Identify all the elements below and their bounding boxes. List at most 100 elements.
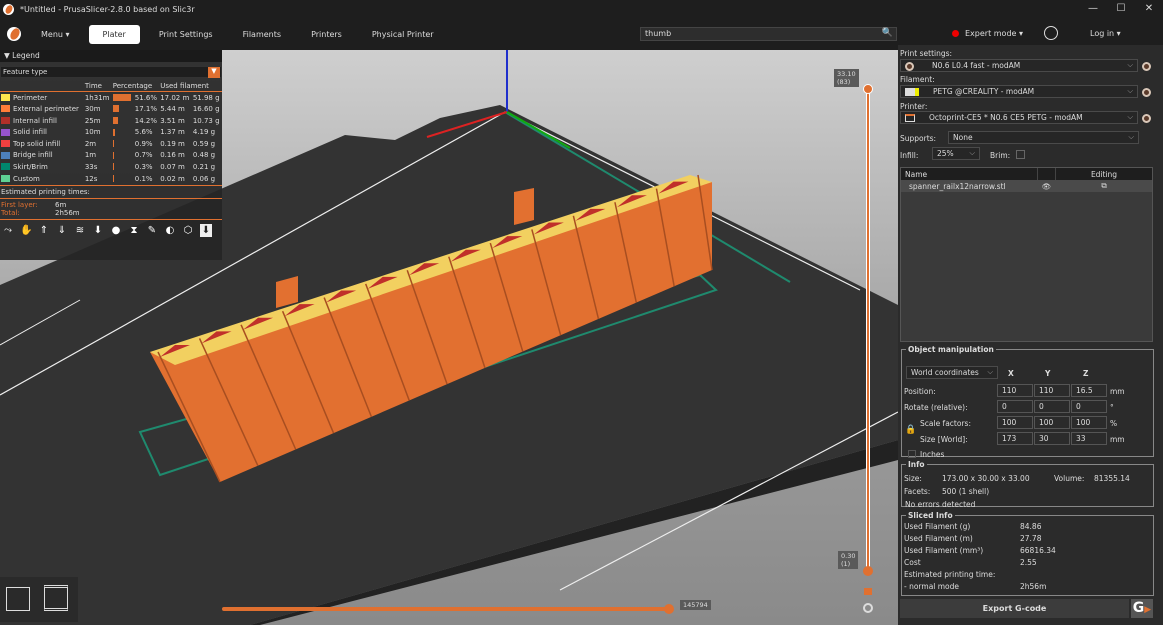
manip-input-z[interactable]: 33 [1071,432,1107,445]
pause-icon[interactable]: ⧗ [130,225,138,237]
printer-gear-icon[interactable] [1142,114,1151,123]
coordinates-select[interactable]: World coordinates ⌵ [906,366,998,379]
minimize-button[interactable]: — [1088,3,1098,14]
tab-print-settings[interactable]: Print Settings [158,29,213,39]
top-layer-thumb[interactable] [863,84,873,94]
tooth-edge [157,351,221,483]
search-icon[interactable]: 🔍 [881,28,893,38]
percentage-bar [112,140,114,148]
view-3d-icon[interactable] [6,587,30,611]
export-gcode-button[interactable]: Export G-code [900,599,1129,618]
maximize-button[interactable]: ☐ [1116,3,1126,14]
filament-select[interactable]: PETG @CREALITY - modAM ⌵ [900,85,1138,98]
legend-row[interactable]: Solid infill 10m 5.6% 1.37 m 4.19 g [0,126,222,138]
legend-row[interactable]: Top solid infill 2m 0.9% 0.19 m 0.59 g [0,138,222,150]
bottom-layer-thumb[interactable] [863,566,873,576]
tool-marker-icon[interactable]: ⬇ [200,224,212,238]
infill-select[interactable]: 25% ⌵ [932,147,980,160]
close-button[interactable]: ✕ [1144,3,1154,14]
tab-printers[interactable]: Printers [311,29,342,39]
search-input[interactable]: thumb 🔍 [640,27,897,41]
feature-time: 2m [84,139,97,148]
center-of-gravity-icon[interactable]: ◐ [165,225,175,237]
edit-settings-icon[interactable]: ⧉ [1101,181,1107,190]
manip-input-x[interactable]: 173 [997,432,1033,445]
object-teeth [157,174,713,483]
mode-selector[interactable]: Expert mode ▾ [952,29,1023,38]
manip-input-x[interactable]: 110 [997,384,1033,397]
scale-lock-icon[interactable]: 🔒 [905,425,917,435]
send-gcode-icon[interactable]: G▶ [1131,599,1153,618]
feature-name: Custom [13,174,40,183]
dropdown-arrow-icon: ▼ [208,67,220,78]
manip-input-y[interactable]: 110 [1034,384,1070,397]
legend-header[interactable]: ▼ Legend [0,50,222,62]
printer-select[interactable]: Octoprint-CE5 * N0.6 CE5 PETG - modAM ⌵ [900,111,1138,124]
legend-row[interactable]: Internal infill 25m 14.2% 3.51 m 10.73 g [0,115,222,127]
infill-triangle [575,208,606,221]
infill-triangle [367,276,398,289]
lock-icon[interactable] [864,588,872,595]
filament-gear-icon[interactable] [1142,88,1151,97]
login-button[interactable]: Log in ▾ [1090,29,1121,38]
settings-cog-icon[interactable] [863,603,873,613]
view-type-select[interactable]: Feature type ▼ [0,66,222,78]
seams-icon[interactable]: ≋ [75,225,85,237]
tab-physical-printer[interactable]: Physical Printer [371,29,434,39]
feature-length: 0.07 m [160,162,185,171]
first-layer-time: 6m [55,201,67,210]
menu-button[interactable]: Menu ▾ [41,29,70,39]
printer-icon [905,114,915,122]
view-preview-icon[interactable] [44,585,68,611]
retractions-icon[interactable]: ⇑ [39,225,49,237]
print-settings-gear-icon[interactable] [1142,62,1151,71]
bed-edge [250,440,898,625]
feature-toolbar: ⤳ ✋ ⇑ ⇓ ≋ ⬇ ● ⧗ ✎ ◐ ⬡ ⬇ [0,219,222,241]
manip-input-x[interactable]: 0 [997,400,1033,413]
legend-row[interactable]: External perimeter 30m 17.1% 5.44 m 16.6… [0,103,222,115]
tab-plater[interactable]: Plater [88,24,140,44]
manip-input-y[interactable]: 0 [1034,400,1070,413]
deretractions-icon[interactable]: ⇓ [57,225,67,237]
tab-filaments[interactable]: Filaments [242,29,282,39]
legend-row[interactable]: Skirt/Brim 33s 0.3% 0.07 m 0.21 g [0,161,222,173]
manip-input-z[interactable]: 100 [1071,416,1107,429]
manip-unit: mm [1110,435,1125,444]
color-changes-icon[interactable]: ● [111,225,121,237]
visibility-eye-icon[interactable]: 👁 [1041,181,1052,191]
manip-input-y[interactable]: 30 [1034,432,1070,445]
legend-row[interactable]: Perimeter 1h31m 51.6% 17.02 m 51.98 g [0,92,222,104]
brim-checkbox[interactable] [1016,150,1025,159]
horizontal-slider-thumb[interactable] [664,604,674,614]
supports-select[interactable]: None ⌵ [948,131,1139,144]
manip-input-z[interactable]: 0 [1071,400,1107,413]
tooth-edge [323,297,373,418]
horizontal-slider[interactable] [222,607,670,611]
print-settings-select[interactable]: N0.6 L0.4 fast - modAM ⌵ [900,59,1138,72]
legend-row[interactable]: Custom 12s 0.1% 0.02 m 0.06 g [0,173,222,185]
inches-checkbox[interactable] [908,450,916,458]
infill-label: Infill: [900,151,919,160]
wipe-icon[interactable]: ✋ [20,225,33,237]
custom-gcode-icon[interactable]: ✎ [147,225,157,237]
feature-weight: 51.98 g [192,93,220,102]
color-swatch [1,151,10,159]
infill-triangle [409,263,440,276]
manip-input-x[interactable]: 100 [997,416,1033,429]
object-row[interactable]: spanner_railx12narrow.stl 👁 ⧉ [901,180,1152,192]
manip-input-y[interactable]: 100 [1034,416,1070,429]
tooth-edge [406,270,448,385]
vertical-layer-slider[interactable] [866,89,870,571]
user-icon[interactable] [1044,26,1058,40]
sliced-row-value: 66816.34 [1020,546,1056,555]
manip-input-z[interactable]: 16.5 [1071,384,1107,397]
travel-icon[interactable]: ⤳ [4,225,12,237]
volume-label: Volume: [1054,474,1085,483]
axis-z-label: Z [1083,369,1089,378]
tool-changes-icon[interactable]: ⬇ [93,225,103,237]
legend-row[interactable]: Bridge infill 1m 0.7% 0.16 m 0.48 g [0,150,222,162]
feature-percentage: 51.6% [134,93,158,102]
sliced-row-label: Used Filament (g) [904,522,971,531]
shells-icon[interactable]: ⬡ [183,225,193,237]
color-swatch [1,163,10,171]
